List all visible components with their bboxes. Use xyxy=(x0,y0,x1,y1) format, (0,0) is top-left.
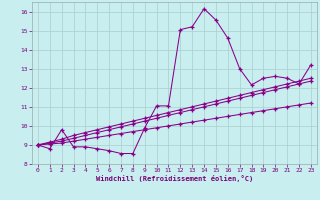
X-axis label: Windchill (Refroidissement éolien,°C): Windchill (Refroidissement éolien,°C) xyxy=(96,175,253,182)
